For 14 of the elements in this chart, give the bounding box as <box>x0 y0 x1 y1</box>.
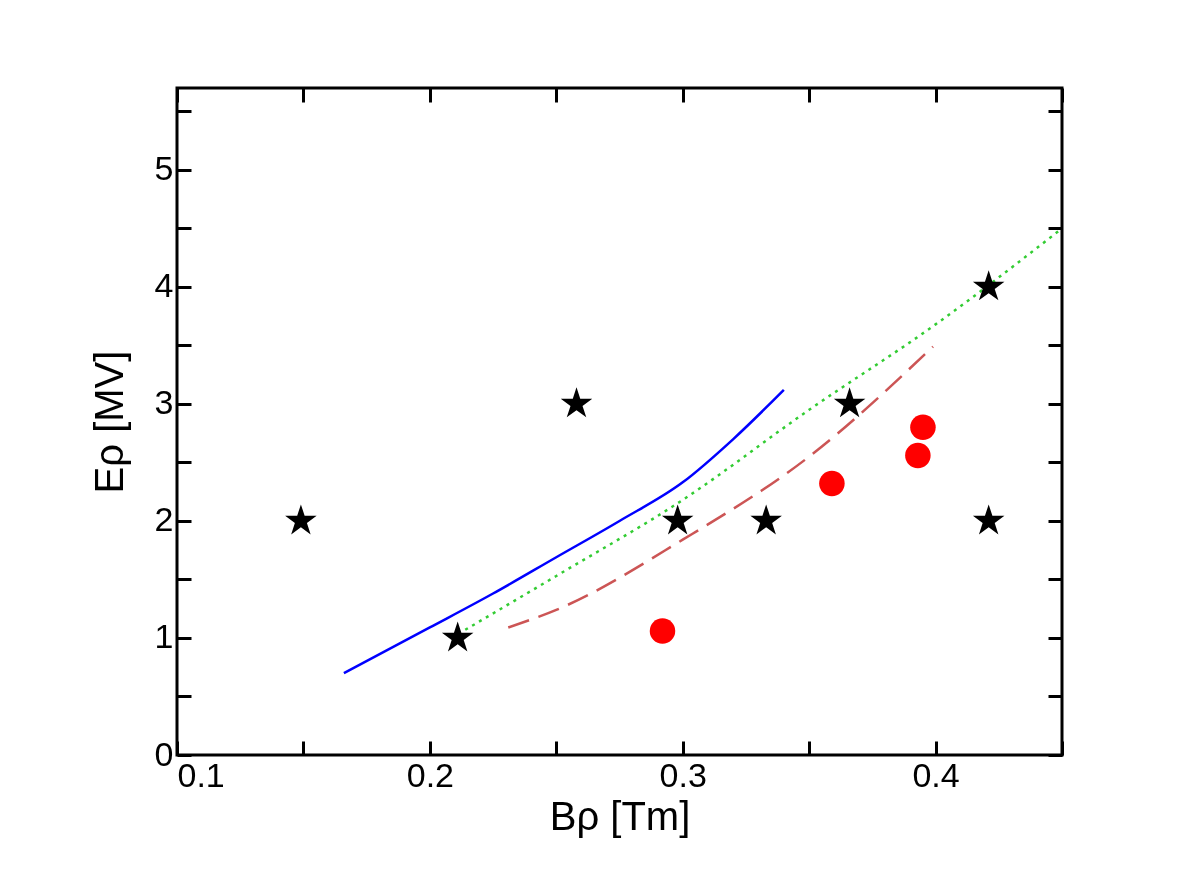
x-tick-label: 0.3 <box>659 755 707 794</box>
line-series <box>342 388 786 675</box>
y-tick-label: 5 <box>154 149 174 188</box>
y-tick-label: 4 <box>154 266 174 305</box>
y-tick-label: 0 <box>154 734 174 773</box>
x-axis-title: Bρ [Tm] <box>549 793 691 838</box>
y-tick-label: 3 <box>154 383 174 422</box>
x-tick-label: 0.2 <box>406 755 454 794</box>
y-axis-title: Eρ [MV] <box>86 350 131 494</box>
x-tick-label: 0.1 <box>177 755 225 794</box>
y-tick-label: 1 <box>154 617 174 656</box>
y-tick-label: 2 <box>154 500 174 539</box>
line-series <box>506 345 935 629</box>
x-tick-label: 0.4 <box>912 755 960 794</box>
